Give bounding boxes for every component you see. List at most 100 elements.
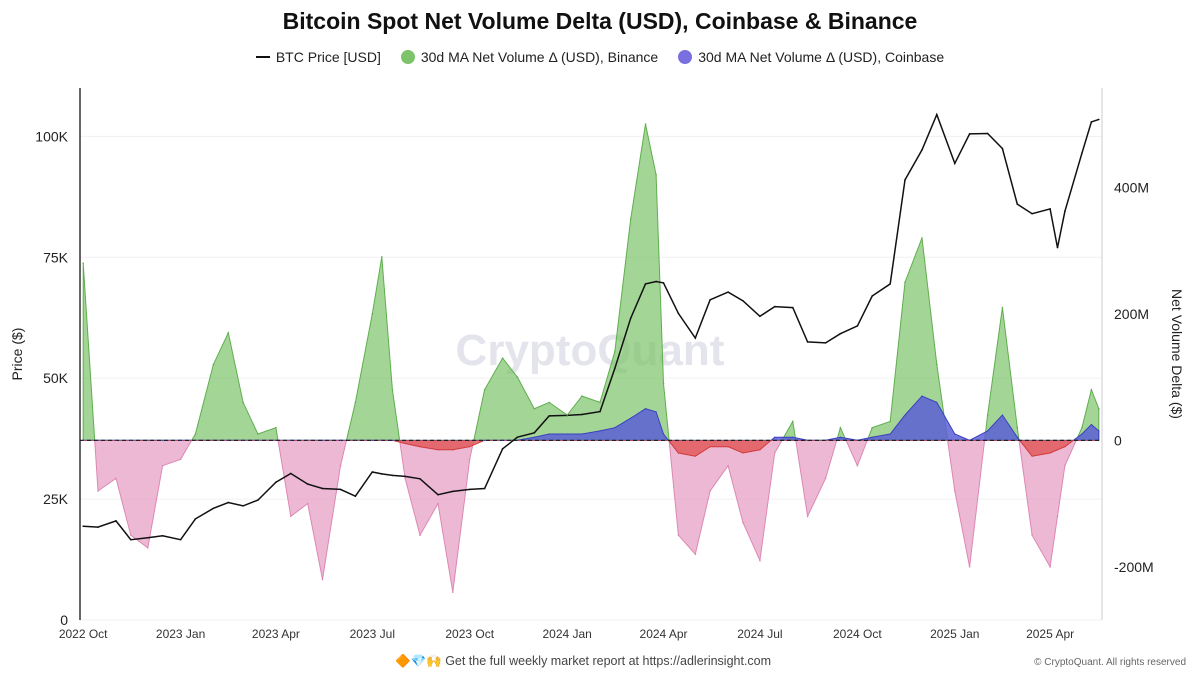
legend-item-coinbase[interactable]: 30d MA Net Volume Δ (USD), Coinbase xyxy=(678,49,944,65)
coinbase-point xyxy=(321,439,324,441)
price-point xyxy=(935,113,938,116)
right-tick-label: 200M xyxy=(1114,306,1149,322)
price-point xyxy=(1001,147,1004,150)
x-tick-label: 2023 Jul xyxy=(350,627,395,641)
price-point xyxy=(257,499,259,501)
coinbase-point xyxy=(516,439,518,441)
coinbase-point xyxy=(824,439,827,441)
x-tick-label: 2025 Jan xyxy=(930,627,979,641)
emoji-icons: 🔶💎🙌 xyxy=(395,654,442,668)
price-point xyxy=(404,475,406,478)
coinbase-point xyxy=(371,439,373,441)
coinbase-point xyxy=(1049,452,1051,454)
price-point xyxy=(904,179,906,181)
binance-point xyxy=(381,256,383,258)
coinbase-point xyxy=(381,439,383,441)
binance-point xyxy=(146,547,149,549)
binance-point xyxy=(921,237,923,239)
coinbase-point xyxy=(147,439,149,441)
price-point xyxy=(179,538,182,541)
coinbase-point xyxy=(921,395,923,397)
coinbase-point xyxy=(97,439,99,441)
price-point xyxy=(227,501,230,504)
binance-point xyxy=(629,218,632,220)
price-point xyxy=(548,415,550,417)
coinbase-point xyxy=(227,439,229,441)
left-tick-label: 0 xyxy=(60,612,68,628)
x-tick-label: 2024 Oct xyxy=(833,627,882,641)
coinbase-point xyxy=(954,433,956,435)
x-tick-label: 2023 Apr xyxy=(252,627,300,641)
coinbase-point xyxy=(987,430,989,432)
binance-point xyxy=(227,332,230,334)
binance-point xyxy=(566,414,568,416)
x-tick-label: 2024 Apr xyxy=(640,627,688,641)
price-point xyxy=(97,526,99,528)
binance-point xyxy=(839,426,842,429)
coinbase-point xyxy=(1090,423,1093,426)
binance-negative-area xyxy=(82,440,1100,593)
coinbase-point xyxy=(483,439,486,441)
legend-item-binance[interactable]: 30d MA Net Volume Δ (USD), Binance xyxy=(400,49,658,65)
left-axis-title: Price ($) xyxy=(9,328,25,381)
binance-point xyxy=(391,388,394,391)
price-point xyxy=(1098,118,1100,121)
coinbase-point xyxy=(339,439,342,441)
legend-dot-swatch xyxy=(678,50,693,64)
price-point xyxy=(889,283,891,285)
binance-point xyxy=(289,515,292,518)
legend-item-price[interactable]: BTC Price [USD] xyxy=(255,49,381,65)
price-point xyxy=(130,538,132,541)
coinbase-point xyxy=(533,436,535,438)
price-point xyxy=(468,488,471,491)
binance-point xyxy=(727,464,729,467)
right-tick-label: 400M xyxy=(1114,179,1149,195)
right-tick-label: 0 xyxy=(1114,432,1122,448)
binance-point xyxy=(662,382,665,385)
price-point xyxy=(968,133,971,135)
price-point xyxy=(839,332,842,335)
binance-point xyxy=(483,388,486,391)
x-tick-label: 2023 Jan xyxy=(156,627,205,641)
price-point xyxy=(1049,208,1051,210)
x-tick-label: 2022 Oct xyxy=(59,627,108,641)
binance-point xyxy=(354,401,357,404)
price-point xyxy=(339,488,342,491)
price-point xyxy=(677,312,680,315)
binance-point xyxy=(791,420,794,423)
coinbase-point xyxy=(727,446,729,448)
coinbase-point xyxy=(115,439,117,441)
binance-point xyxy=(1056,515,1059,518)
price-point xyxy=(614,367,616,370)
binance-point xyxy=(856,464,859,467)
price-point xyxy=(655,280,657,283)
x-tick-label: 2024 Jul xyxy=(737,627,782,641)
binance-point xyxy=(130,534,132,537)
binance-point xyxy=(824,477,827,480)
price-point xyxy=(82,525,84,527)
binance-point xyxy=(935,363,938,366)
coinbase-point xyxy=(614,427,616,429)
binance-point xyxy=(339,464,342,467)
binance-point xyxy=(1016,426,1019,429)
coinbase-point xyxy=(936,401,938,403)
binance-point xyxy=(451,591,454,593)
coinbase-point xyxy=(212,439,215,441)
binance-point xyxy=(1001,306,1004,309)
price-point xyxy=(354,495,357,497)
price-point xyxy=(194,518,197,520)
price-point xyxy=(759,315,761,318)
price-point xyxy=(371,471,374,473)
coinbase-point xyxy=(759,449,761,451)
coinbase-point xyxy=(242,439,244,441)
coinbase-point xyxy=(655,411,657,413)
coinbase-point xyxy=(354,439,356,441)
binance-point xyxy=(1031,534,1033,537)
binance-point xyxy=(759,559,761,562)
binance-point xyxy=(194,433,197,435)
price-point xyxy=(806,341,809,343)
footer-link[interactable]: https://adlerinsight.com xyxy=(642,654,772,668)
binance-point xyxy=(306,502,309,505)
binance-point xyxy=(1049,566,1051,568)
